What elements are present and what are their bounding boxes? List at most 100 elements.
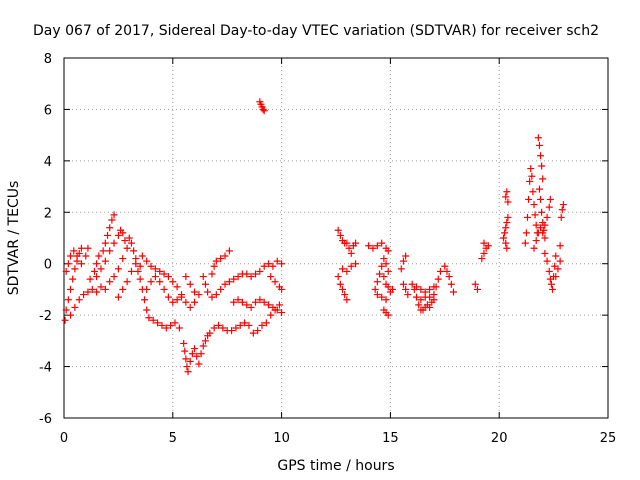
data-point (99, 247, 107, 255)
data-point (259, 105, 267, 113)
data-point (95, 252, 103, 260)
data-point (134, 267, 142, 275)
data-point (82, 252, 90, 260)
data-point (145, 314, 153, 322)
data-point (269, 262, 277, 270)
data-point (225, 247, 233, 255)
data-point (384, 247, 392, 255)
data-point (271, 278, 279, 286)
data-point (206, 329, 214, 337)
axes: 0 5 10 15 20 25 -6 -4 -2 0 2 4 6 8 (39, 52, 616, 446)
data-point (180, 339, 188, 347)
data-point (537, 195, 545, 203)
data-point (208, 270, 216, 278)
data-point (127, 267, 135, 275)
data-point (201, 280, 209, 288)
data-point (399, 280, 407, 288)
data-point (151, 265, 159, 273)
data-point (504, 198, 512, 206)
data-point (84, 244, 92, 252)
data-point (173, 296, 181, 304)
data-point (535, 141, 543, 149)
data-point (260, 298, 268, 306)
data-point (347, 249, 355, 257)
data-point (251, 298, 259, 306)
data-point (500, 234, 508, 242)
data-point (169, 278, 177, 286)
data-point (343, 267, 351, 275)
data-point (69, 275, 77, 283)
data-point (164, 293, 172, 301)
data-point (417, 296, 425, 304)
data-point (503, 188, 511, 196)
data-point (195, 291, 203, 299)
data-point (75, 296, 83, 304)
data-point (114, 265, 122, 273)
data-point (402, 252, 410, 260)
data-point (539, 229, 547, 237)
data-point (478, 255, 486, 263)
data-point (93, 260, 101, 268)
data-point (238, 298, 246, 306)
data-point (404, 291, 412, 299)
data-point (149, 316, 157, 324)
data-point (90, 267, 98, 275)
x-tick-label: 25 (600, 431, 617, 446)
data-point (531, 211, 539, 219)
data-point (147, 278, 155, 286)
data-point (138, 252, 146, 260)
data-point (543, 257, 551, 265)
data-point (258, 321, 266, 329)
chart-title: Day 067 of 2017, Sidereal Day-to-day VTE… (33, 23, 599, 39)
data-point (71, 303, 79, 311)
data-point (171, 319, 179, 327)
data-point (382, 260, 390, 268)
data-point (402, 285, 410, 293)
data-point (208, 293, 216, 301)
data-point (384, 283, 392, 291)
data-point (191, 298, 199, 306)
data-point (71, 265, 79, 273)
data-point (191, 288, 199, 296)
data-point (426, 285, 434, 293)
data-point (480, 239, 488, 247)
data-point (243, 270, 251, 278)
data-point (556, 242, 564, 250)
data-point (188, 350, 196, 358)
data-point (156, 278, 164, 286)
x-axis-label: GPS time / hours (277, 458, 394, 474)
y-axis-label: SDTVAR / TECUs (6, 181, 22, 296)
data-point (538, 208, 546, 216)
data-point (503, 219, 511, 227)
data-point (106, 247, 114, 255)
data-point (110, 273, 118, 281)
data-point (114, 231, 122, 239)
data-point (154, 319, 162, 327)
data-point (371, 285, 379, 293)
data-point (247, 273, 255, 281)
data-point (426, 303, 434, 311)
data-point (347, 262, 355, 270)
data-point (136, 275, 144, 283)
data-point (352, 239, 360, 247)
data-point (169, 298, 177, 306)
data-point (345, 244, 353, 252)
data-point (552, 273, 560, 281)
y-tick-label: 6 (44, 103, 52, 118)
y-tick-label: 2 (44, 206, 52, 221)
data-point (193, 352, 201, 360)
data-point (382, 296, 390, 304)
data-point (543, 213, 551, 221)
data-point (373, 242, 381, 250)
data-point (232, 324, 240, 332)
data-point (175, 324, 183, 332)
data-point (537, 152, 545, 160)
data-point (221, 252, 229, 260)
data-point (64, 296, 72, 304)
data-point (184, 368, 192, 376)
data-point (541, 249, 549, 257)
data-point (339, 285, 347, 293)
data-point (413, 283, 421, 291)
data-point (249, 329, 257, 337)
